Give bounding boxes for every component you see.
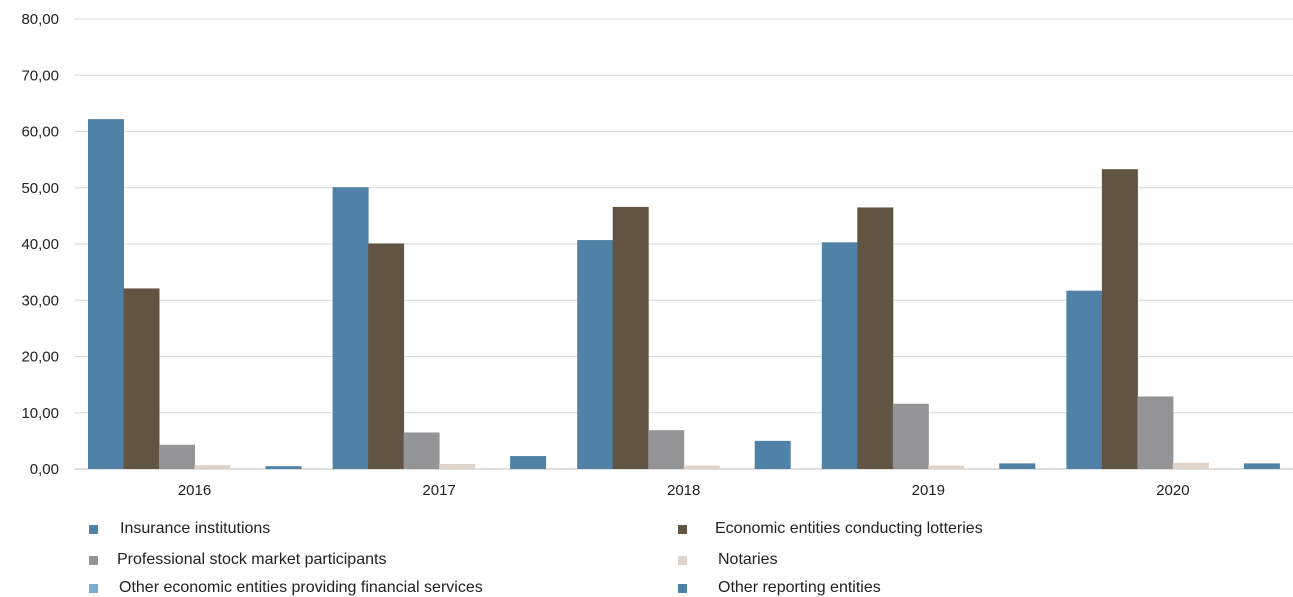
bar xyxy=(265,466,302,469)
y-tick-label: 30,00 xyxy=(21,292,59,309)
y-tick-label: 20,00 xyxy=(21,349,59,366)
bar xyxy=(332,187,369,469)
y-tick-label: 70,00 xyxy=(21,67,59,84)
bar xyxy=(1243,463,1280,469)
y-axis-ticks: 0,00 10,00 20,00 30,00 40,00 50,00 60,00 70,00 8… xyxy=(21,11,59,478)
y-tick-label: 50,00 xyxy=(21,180,59,197)
x-tick-label: 2017 xyxy=(422,482,455,499)
bar xyxy=(1066,290,1103,469)
bar xyxy=(88,119,124,469)
bar xyxy=(577,240,614,469)
bar xyxy=(892,403,929,469)
bar xyxy=(821,242,858,469)
x-tick-label: 2018 xyxy=(667,482,700,499)
bar xyxy=(999,463,1036,469)
bar xyxy=(928,465,965,469)
y-tick-label: 40,00 xyxy=(21,236,59,253)
bar xyxy=(510,456,547,469)
x-tick-label: 2020 xyxy=(1156,482,1189,499)
bar xyxy=(754,440,791,469)
bar xyxy=(159,444,195,469)
bars xyxy=(88,119,1280,469)
x-tick-label: 2019 xyxy=(912,482,945,499)
bar xyxy=(1172,462,1209,469)
bar xyxy=(612,206,649,469)
bar xyxy=(368,243,405,469)
bar xyxy=(403,432,440,469)
bar xyxy=(648,430,685,469)
bar xyxy=(439,463,476,469)
bar xyxy=(1101,169,1138,469)
bar xyxy=(1137,396,1174,469)
bar xyxy=(683,465,720,469)
bar xyxy=(194,465,231,469)
y-tick-label: 60,00 xyxy=(21,124,59,141)
x-axis-ticks: 2016 2017 2018 2019 2020 xyxy=(178,482,1190,499)
y-tick-label: 10,00 xyxy=(21,405,59,422)
bar xyxy=(123,288,160,469)
y-tick-label: 0,00 xyxy=(30,461,59,478)
x-tick-label: 2016 xyxy=(178,482,211,499)
y-tick-label: 80,00 xyxy=(21,11,59,28)
bar xyxy=(857,207,894,469)
